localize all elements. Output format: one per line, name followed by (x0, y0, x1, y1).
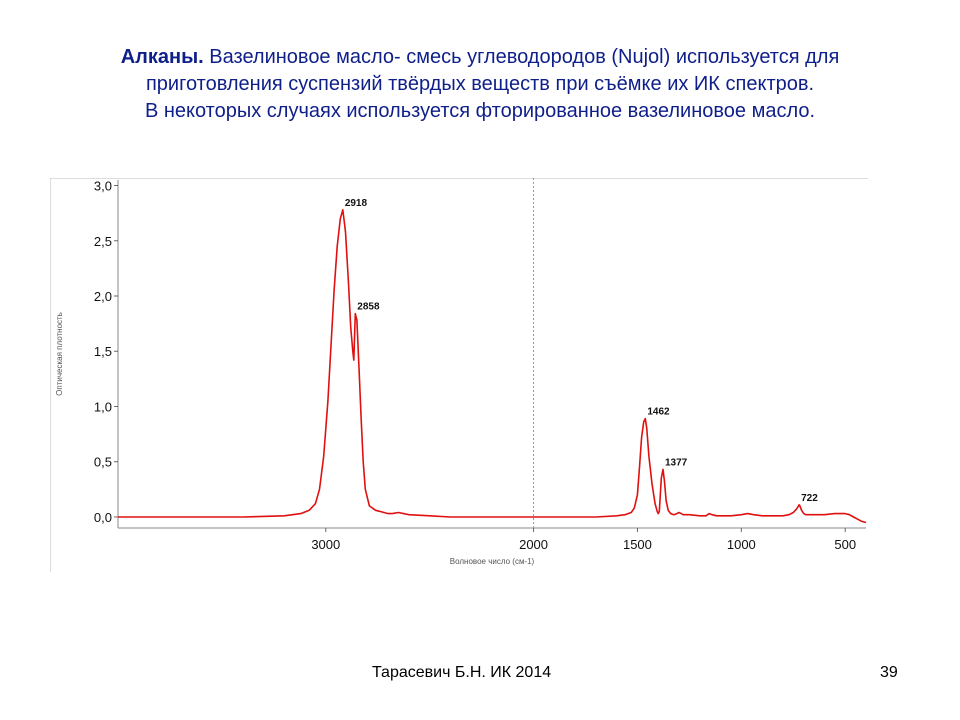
x-axis-title: Волновое число (см-1) (450, 557, 535, 566)
y-tick-label: 0,0 (94, 510, 112, 525)
chart-frame (50, 178, 868, 572)
y-tick-label: 2,5 (94, 234, 112, 249)
spectrum-line (118, 209, 867, 524)
title-line-2: приготовления суспензий твёрдых веществ … (145, 73, 815, 95)
page-number: 39 (880, 664, 898, 681)
title-line-1: Алканы. Вазелиновое масло- смесь углевод… (20, 44, 940, 71)
title-bold-word: Алканы. (120, 46, 204, 68)
title-line-1-text: Вазелиновое масло- смесь углеводородов (… (203, 46, 840, 68)
x-tick-label: 3000 (311, 537, 340, 552)
x-tick-label: 500 (834, 537, 856, 552)
chart-background (50, 178, 868, 572)
peak-label-2858: 2858 (357, 302, 380, 313)
x-axis: 3000 2000 1500 1000 500 (311, 528, 856, 552)
x-tick-label: 2000 (519, 537, 548, 552)
axis-labels: Волновое число (см-1) Оптическая плотност… (55, 312, 535, 566)
y-tick-label: 2,0 (94, 289, 112, 304)
peak-label-1462: 1462 (647, 407, 670, 418)
y-tick-label: 1,5 (94, 344, 112, 359)
peak-label-1377: 1377 (665, 457, 688, 468)
series-layer (118, 209, 867, 524)
y-axis-title: Оптическая плотность (55, 312, 64, 396)
y-tick-label: 1,0 (94, 399, 112, 414)
peak-label-2918: 2918 (345, 198, 368, 209)
footer-author: Тарасевич Б.Н. ИК 2014 (372, 664, 552, 681)
y-axis: 0,0 0,5 1,0 1,5 2,0 2,5 3,0 (94, 179, 118, 525)
y-tick-label: 0,5 (94, 455, 112, 470)
slide-title: Алканы. Вазелиновое масло- смесь углевод… (20, 44, 940, 125)
x-tick-label: 1500 (623, 537, 652, 552)
x-tick-label: 1000 (727, 537, 756, 552)
title-line-3: В некоторых случаях используется фториро… (144, 100, 816, 122)
peak-label-722: 722 (801, 493, 818, 504)
peak-annotations: 2918 2858 1462 1377 722 (345, 198, 818, 504)
y-tick-label: 3,0 (94, 179, 112, 194)
ir-spectrum-chart: 0,0 0,5 1,0 1,5 2,0 2,5 3,0 3000 2000 1500 1000 50… (50, 178, 868, 572)
